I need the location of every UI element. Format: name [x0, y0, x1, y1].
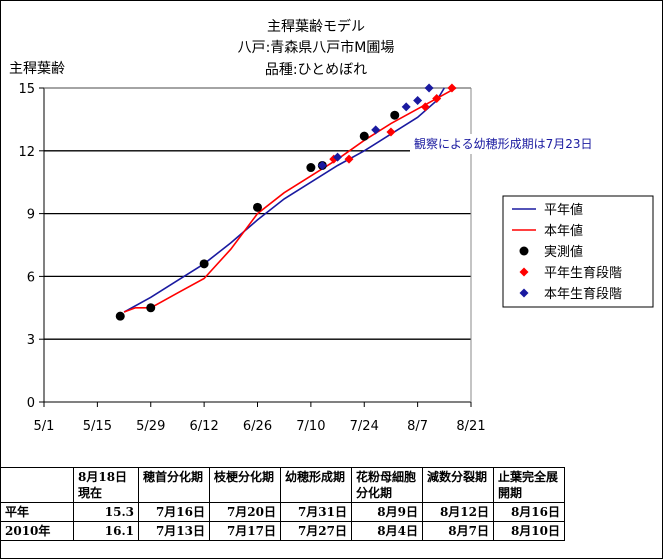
- x-tick-label: 8/21: [456, 419, 485, 434]
- legend-label-1: 本年値: [544, 223, 583, 239]
- table-cell: 7月27日: [280, 521, 352, 541]
- x-tick-label: 7/24: [350, 419, 379, 434]
- table-cell: 7月20日: [209, 502, 281, 522]
- table-cell: 7月17日: [209, 521, 281, 541]
- series-line-0: [123, 87, 445, 313]
- table-header-cell: [0, 467, 74, 503]
- table-cell: 8月9日: [351, 502, 423, 522]
- series-point-2: [306, 163, 316, 173]
- table-cell: 8月7日: [422, 521, 494, 541]
- legend-label-4: 本年生育段階: [544, 286, 622, 302]
- x-tick-label: 7/10: [296, 419, 325, 434]
- x-tick-label: 5/29: [136, 419, 165, 434]
- table-cell: 8月10日: [493, 521, 565, 541]
- series-point-3: [386, 127, 396, 137]
- annotation-text: 観察による幼穂形成期は7月23日: [414, 137, 593, 151]
- legend-swatch-4: [519, 288, 529, 298]
- series-point-2: [359, 131, 369, 141]
- annotation-box: [410, 134, 640, 154]
- chart-title-line-1: 主稈葉齢モデル: [267, 18, 365, 35]
- table-header-cell: 穂首分化期: [138, 467, 210, 503]
- series-point-4: [413, 96, 423, 106]
- legend-label-0: 平年値: [544, 202, 583, 218]
- table-cell: 16.1: [73, 521, 139, 541]
- y-tick-label: 0: [27, 396, 35, 411]
- y-tick-label: 12: [18, 145, 35, 160]
- table-header-cell: 幼穂形成期: [280, 467, 352, 503]
- series-point-4: [401, 102, 411, 112]
- table-row: 平年 15.3 7月16日 7月20日 7月31日 8月9日 8月12日 8月1…: [0, 502, 565, 522]
- table-cell: 7月31日: [280, 502, 352, 522]
- y-axis-title: 主稈葉齢: [9, 61, 65, 77]
- growth-stage-table: 8月18日現在 穂首分化期 枝梗分化期 幼穂形成期 花粉母細胞分化期 減数分裂期…: [0, 467, 565, 541]
- x-tick-label: 5/15: [83, 419, 112, 434]
- series-point-2: [390, 110, 400, 120]
- table-cell: 8月4日: [351, 521, 423, 541]
- x-tick-label: 6/26: [243, 419, 272, 434]
- legend-swatch-3: [519, 267, 529, 277]
- table-header-cell: 減数分裂期: [422, 467, 494, 503]
- table-header-cell: 8月18日現在: [73, 467, 139, 503]
- table-row: 2010年 16.1 7月13日 7月17日 7月27日 8月4日 8月7日 8…: [0, 521, 565, 541]
- legend-label-3: 平年生育段階: [544, 265, 622, 281]
- series-point-2: [199, 259, 209, 269]
- series-point-3: [447, 83, 457, 93]
- y-tick-label: 15: [18, 82, 35, 97]
- series-point-3: [420, 102, 430, 112]
- series-point-4: [317, 160, 327, 170]
- table-header-cell: 枝梗分化期: [209, 467, 281, 503]
- table-cell: 15.3: [73, 502, 139, 522]
- chart-title-line-3: 品種:ひとめぼれ: [265, 62, 367, 78]
- series-point-2: [115, 311, 125, 321]
- series-point-4: [371, 125, 381, 135]
- x-tick-label: 8/7: [407, 419, 428, 434]
- x-tick-label: 6/12: [190, 419, 219, 434]
- series-point-3: [344, 154, 354, 164]
- legend-label-2: 実測値: [544, 244, 583, 260]
- table-cell: 平年: [0, 502, 74, 522]
- table-cell: 7月16日: [138, 502, 210, 522]
- table-cell: 7月13日: [138, 521, 210, 541]
- x-tick-label: 5/1: [34, 419, 55, 434]
- y-tick-label: 9: [27, 208, 35, 223]
- table-cell: 2010年: [0, 521, 74, 541]
- table-cell: 8月16日: [493, 502, 565, 522]
- series-point-4: [424, 83, 434, 93]
- series-point-2: [146, 303, 156, 313]
- series-point-3: [432, 93, 442, 103]
- table-header-cell: 止葉完全展開期: [493, 467, 565, 503]
- chart: 主稈葉齢モデル 八戸:青森県八戸市M圃場 品種:ひとめぼれ 主稈葉齢 0 3 6 9 1…: [9, 18, 654, 434]
- y-tick-label: 3: [27, 333, 35, 348]
- series-point-4: [333, 152, 343, 162]
- table-cell: 8月12日: [422, 502, 494, 522]
- legend-swatch-2: [519, 246, 529, 256]
- chart-title-line-2: 八戸:青森県八戸市M圃場: [238, 39, 395, 56]
- table-header-cell: 花粉母細胞分化期: [351, 467, 423, 503]
- table-header-row: 8月18日現在 穂首分化期 枝梗分化期 幼穂形成期 花粉母細胞分化期 減数分裂期…: [0, 467, 565, 503]
- series-line-1: [123, 87, 457, 313]
- y-tick-label: 6: [27, 270, 35, 285]
- series-point-2: [253, 202, 262, 212]
